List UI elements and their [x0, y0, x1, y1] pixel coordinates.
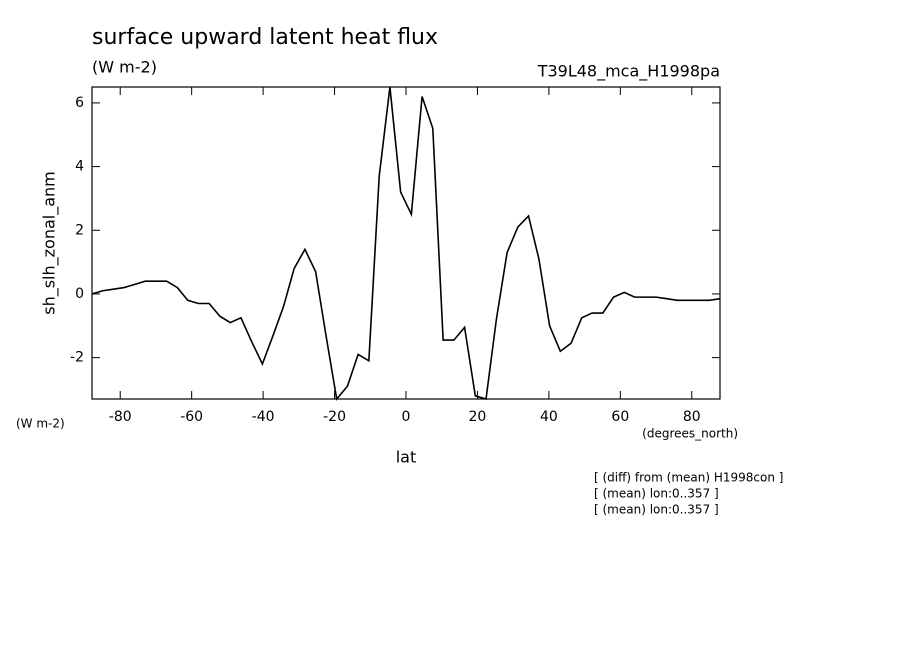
x-tick-label: 0 — [402, 409, 411, 425]
y-tick-label: 2 — [75, 222, 84, 238]
chart-title: surface upward latent heat flux — [92, 25, 438, 50]
x-axis-label: lat — [396, 448, 417, 467]
x-tick-label: -60 — [180, 409, 203, 425]
y-tick-label: 4 — [75, 159, 84, 175]
x-tick-label: 60 — [611, 409, 629, 425]
x-units: (degrees_north) — [642, 427, 738, 441]
chart-subtitle: (W m-2) — [92, 58, 157, 77]
y-tick-label: 0 — [75, 286, 84, 302]
x-tick-label: -20 — [323, 409, 346, 425]
note: [ (diff) from (mean) H1998con ] — [594, 471, 783, 485]
note: [ (mean) lon:0..357 ] — [594, 487, 719, 501]
y-tick-label: 6 — [75, 95, 84, 111]
x-tick-label: 20 — [469, 409, 487, 425]
data-line — [91, 86, 721, 401]
x-tick-label: -40 — [252, 409, 275, 425]
run-label: T39L48_mca_H1998pa — [537, 62, 720, 82]
y-axis-label: sh_slh_zonal_anm — [40, 171, 60, 315]
x-tick-label: -80 — [109, 409, 132, 425]
x-tick-label: 40 — [540, 409, 558, 425]
y-tick-label: -2 — [70, 350, 84, 366]
plot-frame — [91, 86, 721, 400]
y-units: (W m-2) — [16, 417, 65, 431]
x-tick-label: 80 — [683, 409, 701, 425]
note: [ (mean) lon:0..357 ] — [594, 503, 719, 517]
